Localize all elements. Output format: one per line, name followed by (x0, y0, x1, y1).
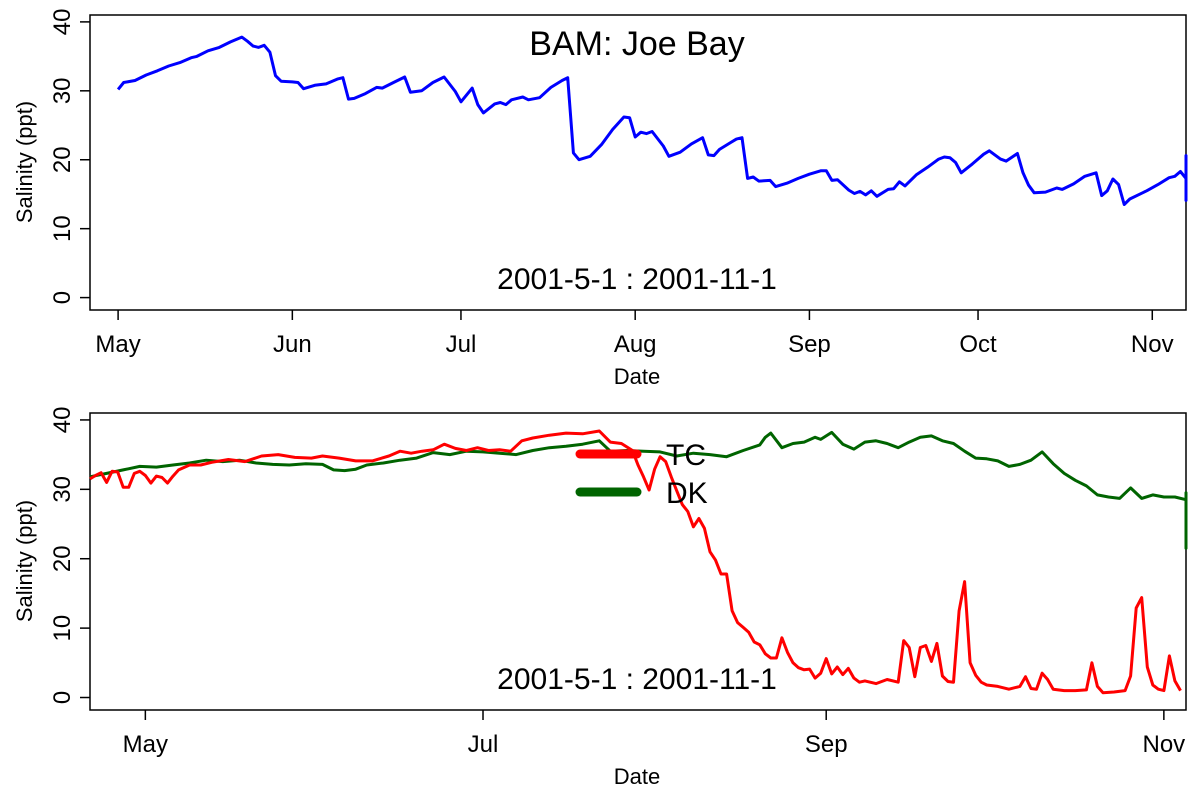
y-tick-label: 0 (49, 691, 76, 704)
legend-label-tc: TC (666, 439, 706, 472)
x-tick-label: Oct (959, 331, 997, 358)
x-tick-label: Nov (1143, 731, 1186, 758)
y-tick-label: 10 (49, 215, 76, 242)
y-axis-title: Salinity (ppt) (12, 500, 37, 622)
legend: TC DK (575, 439, 708, 510)
x-tick-label: Jul (468, 731, 499, 758)
x-tick-label: Aug (614, 331, 657, 358)
y-axis: 0 10 20 30 40 (49, 407, 90, 704)
y-tick-label: 20 (49, 545, 76, 572)
y-axis: 0 10 20 30 40 (49, 9, 90, 304)
x-tick-label: Nov (1131, 331, 1174, 358)
x-tick-label: May (95, 331, 140, 358)
series-line-dk (89, 430, 1188, 550)
y-tick-label: 10 (49, 615, 76, 642)
plot-frame (89, 412, 1187, 711)
x-tick-label: Sep (805, 731, 848, 758)
tc-dk-chart: May Jul Sep Nov 0 10 20 30 40 TC DK 2001-5-1 : … (12, 407, 1188, 789)
legend-label-dk: DK (666, 477, 708, 510)
y-axis-title: Salinity (ppt) (12, 101, 37, 223)
series-line-tc (89, 429, 1182, 695)
y-tick-label: 30 (49, 77, 76, 104)
x-axis-title: Date (614, 764, 660, 789)
x-axis: May Jul Sep Nov (123, 710, 1186, 758)
x-tick-label: Jul (446, 331, 477, 358)
x-tick-label: May (123, 731, 168, 758)
y-tick-label: 30 (49, 476, 76, 503)
joe-bay-chart: May Jun Jul Aug Sep Oct Nov 0 10 20 30 40 BAM: Joe… (12, 9, 1188, 389)
date-range-annotation: 2001-5-1 : 2001-11-1 (497, 663, 777, 696)
y-tick-label: 40 (49, 9, 76, 36)
x-tick-label: Sep (788, 331, 831, 358)
y-tick-label: 20 (49, 146, 76, 173)
x-tick-label: Jun (273, 331, 312, 358)
chart-title: BAM: Joe Bay (529, 25, 744, 63)
y-tick-label: 40 (49, 407, 76, 434)
series-line-joe-bay (116, 35, 1188, 206)
date-range-annotation: 2001-5-1 : 2001-11-1 (497, 263, 777, 296)
x-axis-title: Date (614, 364, 660, 389)
y-tick-label: 0 (49, 291, 76, 304)
x-axis: May Jun Jul Aug Sep Oct Nov (95, 310, 1174, 358)
